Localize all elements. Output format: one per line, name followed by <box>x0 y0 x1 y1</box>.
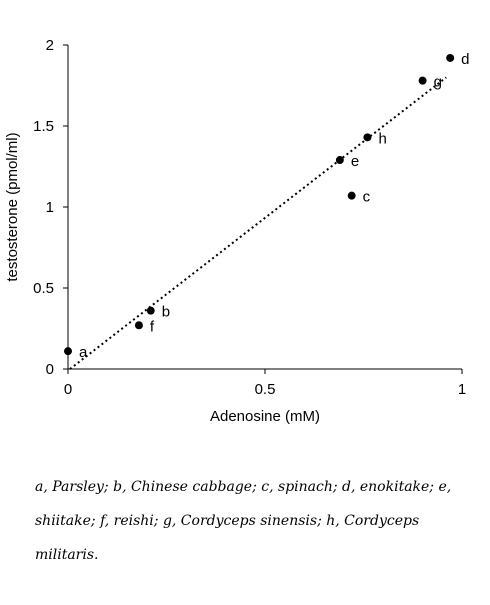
y-tick-label: 1 <box>46 199 54 216</box>
data-point-e <box>335 156 344 165</box>
point-label-c: c <box>363 189 371 206</box>
point-label-g: g <box>434 74 442 91</box>
point-label-a: a <box>79 344 88 361</box>
y-tick-label: 0 <box>46 361 54 378</box>
data-point-c <box>347 191 356 200</box>
scatter-chart: 0 0.5 1 0 0.5 1 1.5 2 a b c d e f g h Adenosine (mM) t… <box>4 37 470 425</box>
x-tick-label: 0 <box>64 381 72 398</box>
x-tick-label: 0.5 <box>255 381 276 398</box>
data-points: a b c d e f g h <box>64 51 470 361</box>
point-label-d: d <box>461 51 469 68</box>
point-label-b: b <box>162 304 170 321</box>
data-point-d <box>446 53 455 62</box>
y-tick-label: 2 <box>46 37 54 54</box>
x-axis-title: Adenosine (mM) <box>210 408 320 425</box>
y-axis-title: testosterone (pmol/ml) <box>4 132 21 281</box>
point-label-h: h <box>378 130 386 147</box>
y-tick-label: 0.5 <box>33 280 54 297</box>
point-label-e: e <box>351 153 359 170</box>
data-point-a <box>64 347 72 356</box>
trendline <box>69 76 447 370</box>
data-point-g <box>418 76 427 85</box>
x-tick-label: 1 <box>458 381 466 398</box>
data-point-b <box>146 306 155 315</box>
data-point-f <box>134 321 143 330</box>
data-point-h <box>363 133 372 142</box>
axes: 0 0.5 1 0 0.5 1 1.5 2 <box>33 37 466 398</box>
figure-caption: a, Parsley; b, Chinese cabbage; c, spina… <box>35 479 452 563</box>
y-tick-label: 1.5 <box>33 118 54 135</box>
trendline-group <box>69 76 447 370</box>
point-label-f: f <box>150 318 155 335</box>
